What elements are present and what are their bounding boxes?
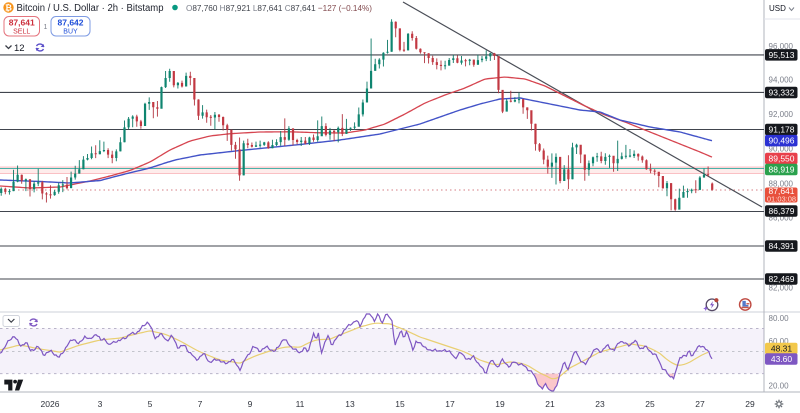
svg-text:O87,760 H87,921 L87,641 C87,64: O87,760 H87,921 L87,641 C87,641 −127 (−0…: [186, 3, 372, 13]
svg-text:60.00: 60.00: [769, 337, 790, 346]
svg-text:17: 17: [445, 399, 455, 409]
svg-text:43.60: 43.60: [771, 354, 793, 364]
svg-text:SELL: SELL: [13, 29, 30, 36]
svg-text:96,000: 96,000: [769, 42, 794, 51]
svg-text:86,000: 86,000: [769, 214, 794, 223]
svg-text:2026: 2026: [41, 399, 60, 409]
svg-text:11: 11: [296, 399, 305, 409]
svg-text:15: 15: [395, 399, 405, 409]
svg-text:01:03:08: 01:03:08: [767, 195, 796, 204]
svg-text:88,919: 88,919: [769, 165, 795, 175]
svg-text:25: 25: [645, 399, 655, 409]
svg-text:82,469: 82,469: [769, 274, 795, 284]
svg-text:Bitcoin / U.S. Dollar · 2h · B: Bitcoin / U.S. Dollar · 2h · Bitstamp: [17, 3, 165, 14]
svg-text:90,000: 90,000: [769, 145, 794, 154]
svg-text:89,550: 89,550: [769, 154, 795, 164]
svg-text:48.31: 48.31: [771, 344, 793, 354]
svg-text:5: 5: [148, 399, 153, 409]
svg-text:86,379: 86,379: [769, 206, 795, 216]
svg-text:21: 21: [545, 399, 555, 409]
svg-text:92,000: 92,000: [769, 110, 794, 119]
svg-text:95,513: 95,513: [769, 50, 795, 60]
svg-text:87,641: 87,641: [769, 186, 795, 196]
svg-text:9: 9: [248, 399, 253, 409]
svg-text:19: 19: [495, 399, 505, 409]
svg-text:94,000: 94,000: [769, 76, 794, 85]
svg-text:82,000: 82,000: [769, 284, 794, 293]
svg-text:23: 23: [595, 399, 605, 409]
svg-text:BUY: BUY: [63, 29, 78, 36]
svg-text:87,641: 87,641: [9, 18, 35, 28]
svg-text:1: 1: [44, 24, 48, 31]
svg-text:93,332: 93,332: [769, 87, 795, 97]
svg-text:80.00: 80.00: [769, 314, 790, 323]
svg-text:27: 27: [695, 399, 705, 409]
svg-text:87,642: 87,642: [58, 18, 84, 28]
svg-text:3: 3: [98, 399, 103, 409]
svg-text:13: 13: [345, 399, 355, 409]
svg-text:90,496: 90,496: [769, 136, 795, 146]
svg-text:USD: USD: [769, 4, 786, 13]
svg-text:29: 29: [745, 399, 755, 409]
svg-text:20.00: 20.00: [769, 382, 790, 391]
svg-text:12: 12: [14, 43, 25, 54]
svg-text:7: 7: [198, 399, 203, 409]
svg-text:91,178: 91,178: [769, 125, 795, 135]
svg-text:₿: ₿: [5, 3, 12, 13]
svg-text:84,391: 84,391: [769, 241, 795, 251]
svg-text:88,000: 88,000: [769, 180, 794, 189]
